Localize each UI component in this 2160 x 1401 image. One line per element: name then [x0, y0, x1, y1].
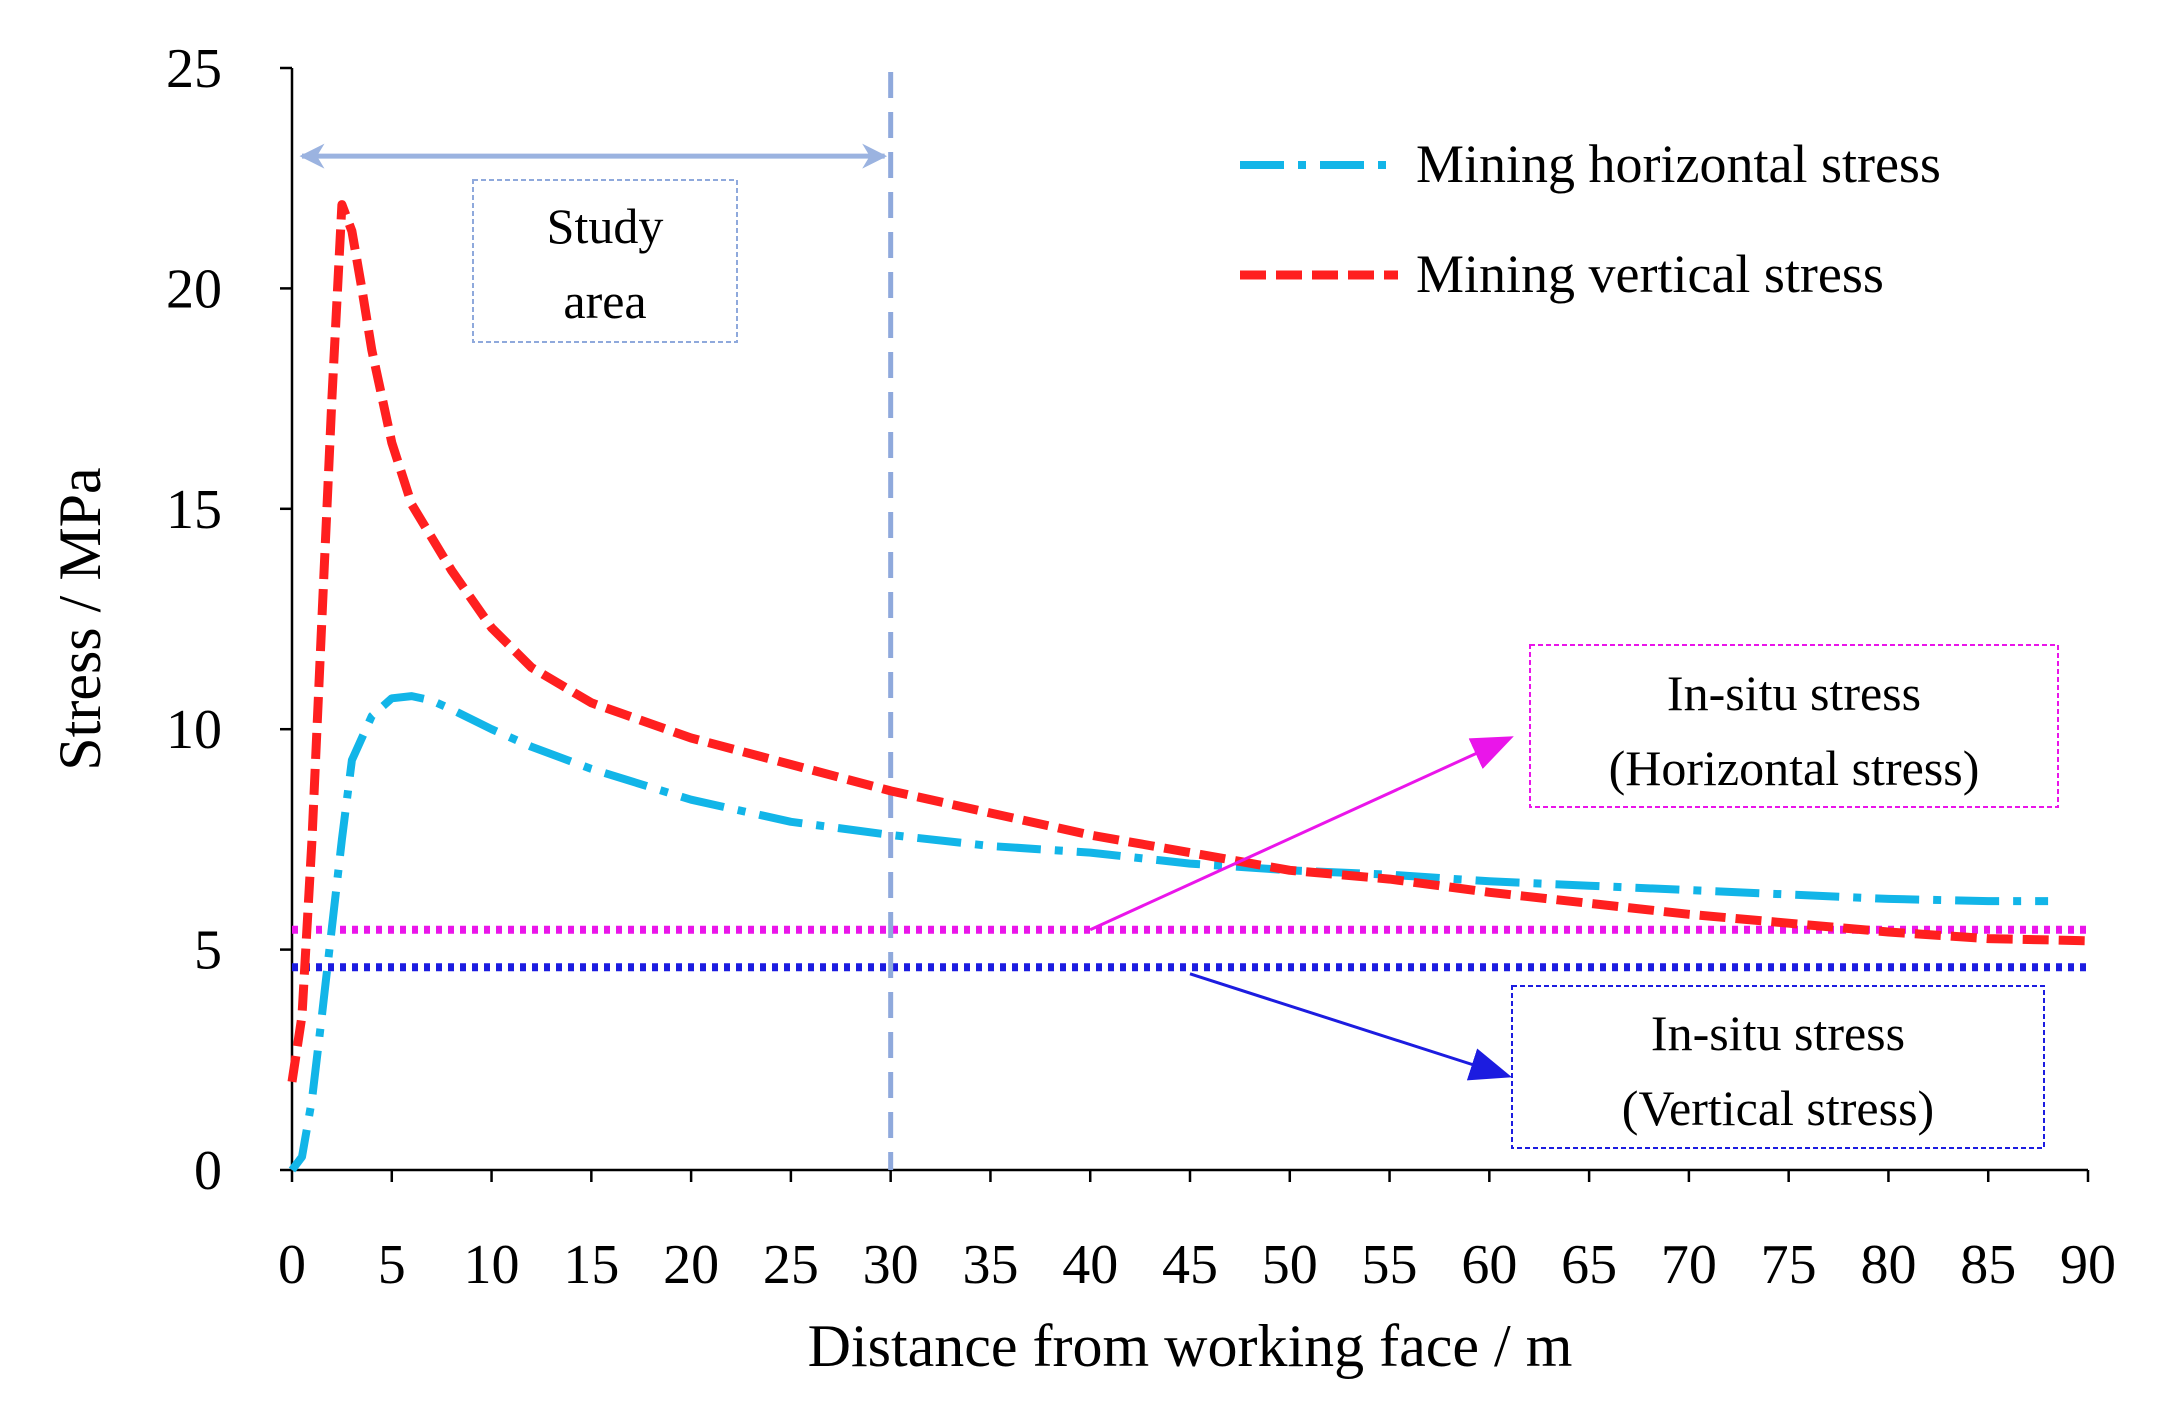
- insitu-vertical-box: [1511, 985, 2045, 1149]
- series-mining-vertical-stress: [287, 200, 2089, 1083]
- y-tick-label: 10: [166, 699, 222, 761]
- x-tick-label: 65: [1561, 1234, 1617, 1296]
- x-tick-label: 10: [464, 1234, 520, 1296]
- insitu-vertical-label-line1: In-situ stress: [1651, 1005, 1905, 1061]
- x-ticks: 0 5 10 15 20 25 30 35 40 45 50 55 60 65 70 75 80 85 90: [278, 1170, 2116, 1296]
- x-tick-label: 25: [763, 1234, 819, 1296]
- legend-label-horizontal: Mining horizontal stress: [1416, 134, 1941, 194]
- legend: Mining horizontal stress Mining vertical…: [1240, 134, 1941, 304]
- y-ticks: 0 5 10 15 20 25: [166, 38, 292, 1202]
- x-tick-label: 75: [1761, 1234, 1817, 1296]
- x-tick-label: 70: [1661, 1234, 1717, 1296]
- y-tick-label: 15: [166, 479, 222, 541]
- series-mining-horizontal-stress: [288, 692, 2049, 1173]
- x-tick-label: 20: [663, 1234, 719, 1296]
- x-tick-label: 60: [1461, 1234, 1517, 1296]
- x-tick-label: 45: [1162, 1234, 1218, 1296]
- study-area-label-line1: Study: [547, 198, 664, 254]
- y-tick-label: 25: [166, 38, 222, 100]
- x-tick-label: 50: [1262, 1234, 1318, 1296]
- y-tick-label: 5: [194, 920, 222, 982]
- y-tick-label: 20: [166, 258, 222, 320]
- insitu-horizontal-label-line1: In-situ stress: [1667, 665, 1921, 721]
- x-tick-label: 80: [1860, 1234, 1916, 1296]
- legend-label-vertical: Mining vertical stress: [1416, 244, 1884, 304]
- x-tick-label: 0: [278, 1234, 306, 1296]
- x-axis-title: Distance from working face / m: [808, 1313, 1573, 1379]
- x-tick-label: 55: [1362, 1234, 1418, 1296]
- insitu-vertical-pointer-arrow: [1189, 972, 1512, 1081]
- y-tick-label: 0: [194, 1140, 222, 1202]
- insitu-horizontal-box: [1529, 644, 2059, 808]
- x-tick-label: 5: [378, 1234, 406, 1296]
- x-tick-label: 30: [863, 1234, 919, 1296]
- study-area-box: [472, 179, 738, 343]
- x-tick-label: 15: [563, 1234, 619, 1296]
- x-tick-label: 85: [1960, 1234, 2016, 1296]
- y-axis-title: Stress / MPa: [47, 467, 113, 770]
- study-area-label-line2: area: [563, 273, 646, 329]
- insitu-horizontal-label-line2: (Horizontal stress): [1609, 740, 1980, 796]
- x-tick-label: 40: [1062, 1234, 1118, 1296]
- x-tick-label: 90: [2060, 1234, 2116, 1296]
- x-tick-label: 35: [962, 1234, 1018, 1296]
- insitu-vertical-label-line2: (Vertical stress): [1622, 1080, 1934, 1136]
- insitu-horizontal-pointer-arrow: [1089, 736, 1514, 932]
